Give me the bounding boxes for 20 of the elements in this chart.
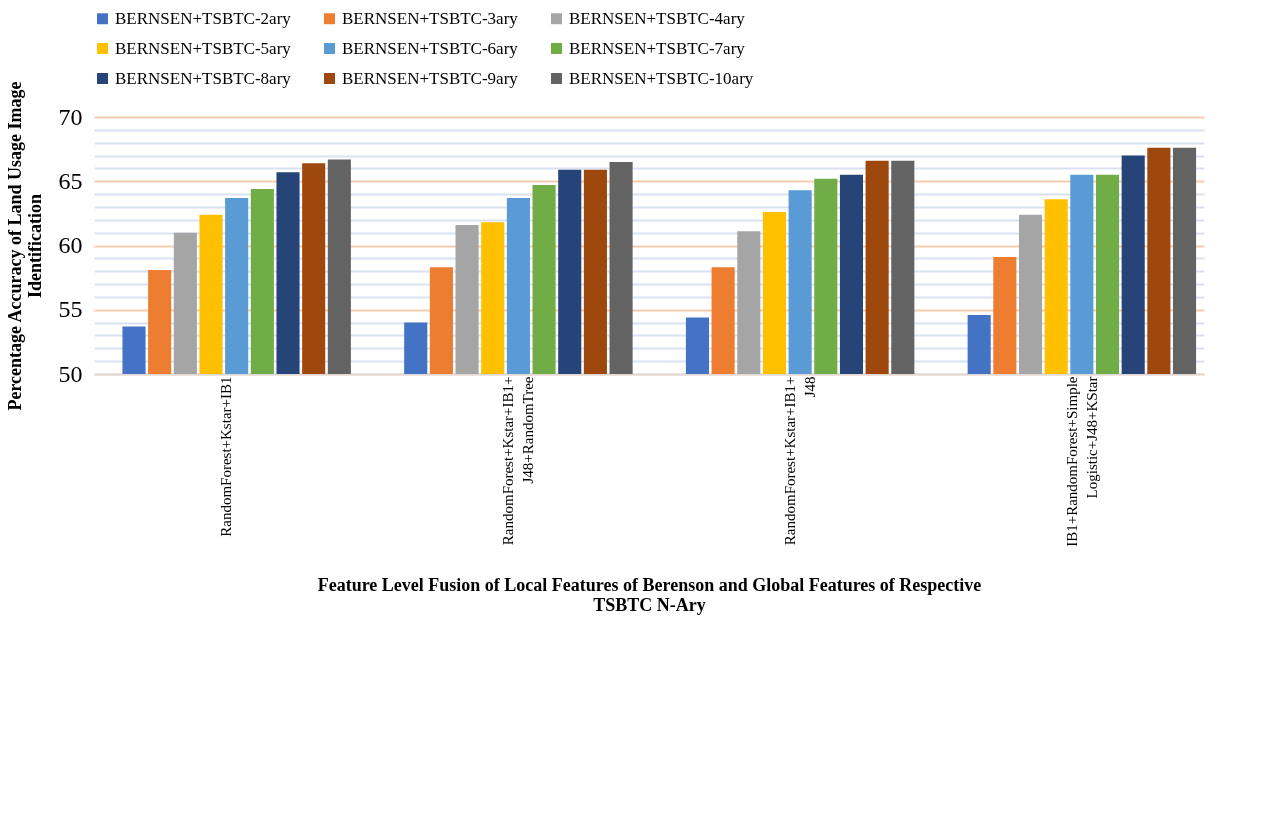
y-tick-label: 55 bbox=[58, 296, 83, 323]
legend-label: BERNSEN+TSBTC-9ary bbox=[342, 68, 519, 88]
x-axis-title: Feature Level Fusion of Local Features of Berenson and Global Features of Respective TSBTC N-Ary bbox=[317, 574, 982, 615]
legend-label: BERNSEN+TSBTC-5ary bbox=[115, 38, 292, 58]
legend-label: BERNSEN+TSBTC-10ary bbox=[569, 68, 754, 88]
y-tick-label: 60 bbox=[58, 232, 83, 258]
legend-label: BERNSEN+TSBTC-4ary bbox=[569, 8, 746, 28]
legend-label: BERNSEN+TSBTC-8ary bbox=[115, 68, 292, 88]
x-tick-label: RandomForest+Kstar+IB1+J48 bbox=[781, 376, 818, 546]
x-tick-label: IB1+RandomForest+Simple Logistic+J48+KStar bbox=[1063, 376, 1100, 547]
y-axis-title: Percentage Accuracy of Land Usage Image Identification bbox=[4, 81, 45, 411]
y-tick-label: 70 bbox=[58, 103, 83, 130]
legend-label: BERNSEN+TSBTC-6ary bbox=[342, 38, 519, 58]
legend-label: BERNSEN+TSBTC-3ary bbox=[342, 8, 519, 28]
legend-label: BERNSEN+TSBTC-7ary bbox=[569, 38, 746, 58]
legend-label: BERNSEN+TSBTC-2ary bbox=[115, 8, 292, 28]
x-tick-label: RandomForest+Kstar+IB1+J48+RandomTree bbox=[500, 376, 537, 546]
y-tick-label: 65 bbox=[58, 167, 83, 194]
x-tick-label: RandomForest+Kstar+IB1 bbox=[218, 376, 235, 537]
y-tick-label: 50 bbox=[58, 360, 83, 387]
